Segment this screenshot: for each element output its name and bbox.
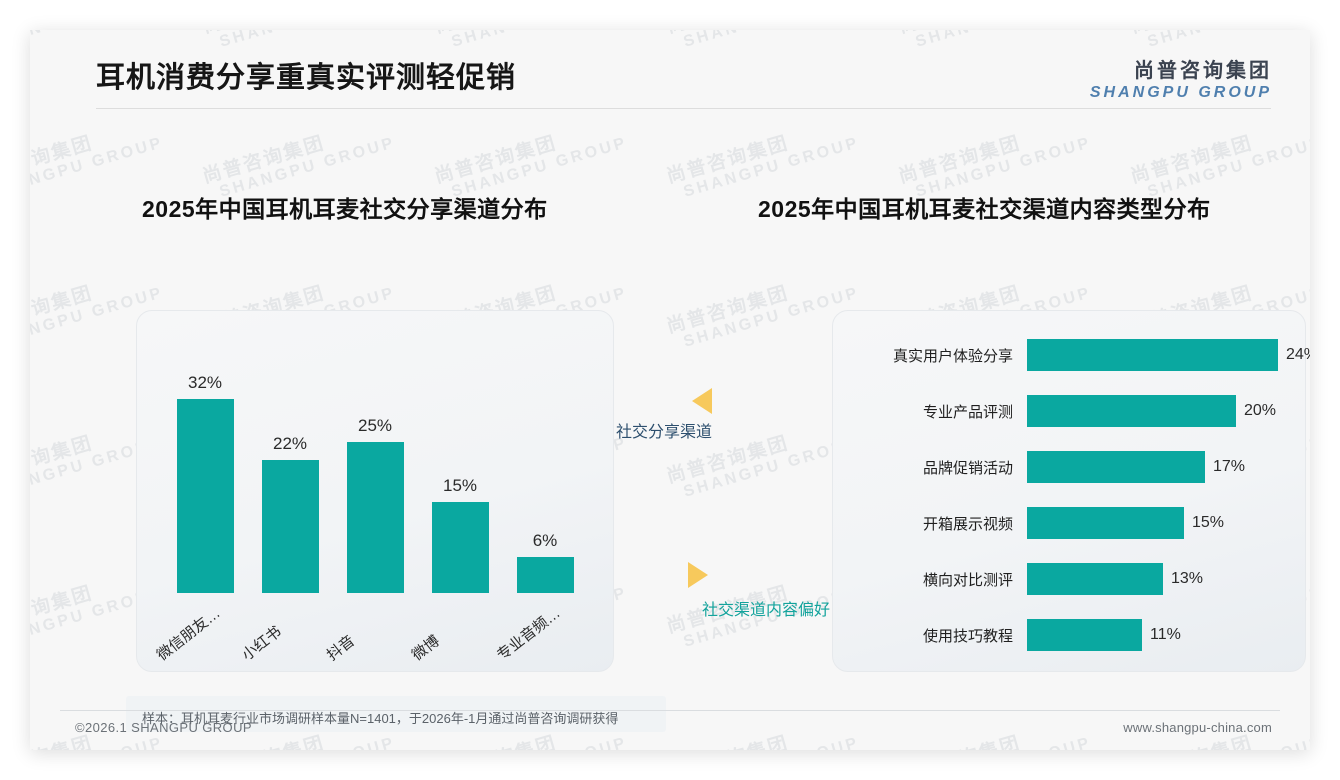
bar	[177, 399, 234, 593]
triangle-right-icon	[688, 562, 708, 588]
header-divider	[96, 108, 1271, 109]
bar-value-label: 32%	[187, 373, 223, 392]
bar	[517, 557, 574, 593]
bar-value-label: 17%	[1213, 458, 1246, 475]
category-label: 小红书	[238, 623, 285, 665]
triangle-left-icon	[692, 388, 712, 414]
right-chart-panel: 真实用户体验分享 24% 专业产品评测 20% 品牌促销活动 17% 开箱展示视频 15% 横向…	[832, 310, 1310, 672]
page-title: 耳机消费分享重真实评测轻促销	[96, 62, 517, 94]
bar-value-label: 24%	[1286, 346, 1310, 363]
bar-value-label: 15%	[1192, 514, 1225, 531]
bar	[432, 502, 489, 593]
bar	[347, 442, 404, 593]
bar	[1027, 507, 1184, 539]
bar-value-label: 20%	[1244, 402, 1277, 419]
bar-value-label: 13%	[1171, 570, 1204, 587]
bar	[1027, 451, 1205, 483]
brand-logo: 尚普咨询集团 SHANGPU GROUP	[1090, 54, 1272, 102]
annotation-label: 社交分享渠道	[616, 424, 713, 441]
bar-value-label: 11%	[1150, 626, 1181, 643]
annotation-label: 社交渠道内容偏好	[702, 602, 831, 619]
category-label: 横向对比测评	[922, 571, 1013, 589]
category-label: 微博	[408, 632, 444, 665]
category-label: 抖音	[323, 632, 359, 665]
right-chart-title: 2025年中国耳机耳麦社交渠道内容类型分布	[758, 196, 1211, 222]
category-label: 使用技巧教程	[922, 627, 1013, 645]
bar-row: 使用技巧教程 11%	[833, 613, 1305, 657]
category-label: 真实用户体验分享	[892, 347, 1013, 365]
category-label: 微信朋友…	[153, 604, 224, 665]
bar-value-label: 22%	[272, 434, 308, 453]
bar-value-label: 25%	[357, 416, 393, 435]
bar	[1027, 339, 1278, 371]
footnote-text: 样本：耳机耳麦行业市场调研样本量N=1401，于2026年-1月通过尚普咨询调研…	[142, 711, 619, 726]
slide-canvas: 尚普咨询集团 SHANGPU GROUP 尚普咨询集团 SHANGPU GROUP 尚普…	[30, 30, 1310, 750]
bar-row: 横向对比测评 13%	[833, 557, 1305, 601]
vertical-bar-chart: 32% 微信朋友… 22% 小红书 25% 抖音 15% 微博 6% 专业音频…	[137, 311, 613, 671]
category-label: 专业产品评测	[922, 403, 1013, 421]
bar	[262, 460, 319, 593]
bar-row: 开箱展示视频 15%	[833, 501, 1305, 545]
logo-chinese-text: 尚普咨询集团	[1134, 60, 1272, 82]
category-label: 开箱展示视频	[922, 515, 1013, 533]
footer-website: www.shangpu-china.com	[1123, 720, 1272, 735]
left-chart-panel: 32% 微信朋友… 22% 小红书 25% 抖音 15% 微博 6% 专业音频…	[136, 310, 614, 672]
footer-divider	[60, 710, 1280, 711]
bar	[1027, 619, 1142, 651]
category-label: 专业音频…	[493, 604, 564, 665]
category-label: 品牌促销活动	[922, 459, 1013, 477]
slide-header: 耳机消费分享重真实评测轻促销 尚普咨询集团 SHANGPU GROUP	[30, 30, 1310, 110]
bar	[1027, 395, 1236, 427]
footer-copyright: ©2026.1 SHANGPU GROUP	[75, 720, 252, 735]
bar-value-label: 15%	[442, 476, 478, 495]
logo-english-text: SHANGPU GROUP	[1089, 84, 1272, 101]
bar-row: 专业产品评测 20%	[833, 389, 1305, 433]
bar-row: 真实用户体验分享 24%	[833, 333, 1310, 377]
horizontal-bar-chart: 真实用户体验分享 24% 专业产品评测 20% 品牌促销活动 17% 开箱展示视频 15% 横向…	[833, 311, 1310, 671]
bar-value-label: 6%	[532, 531, 558, 550]
footnote-background	[126, 696, 666, 732]
bar	[1027, 563, 1163, 595]
bar-row: 品牌促销活动 17%	[833, 445, 1305, 489]
left-chart-title: 2025年中国耳机耳麦社交分享渠道分布	[142, 196, 548, 222]
